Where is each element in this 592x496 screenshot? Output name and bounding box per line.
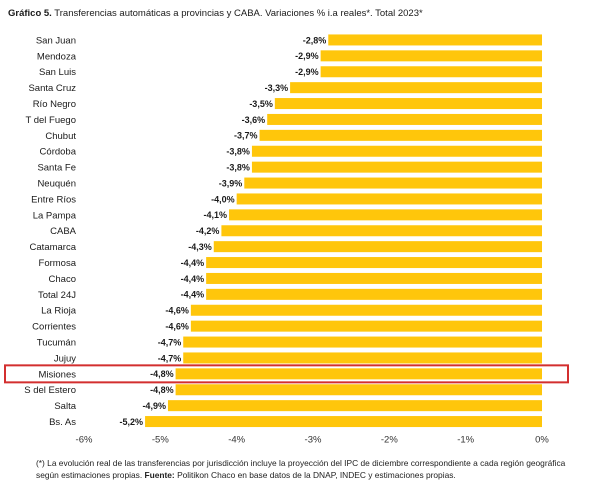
bar-san-juan bbox=[328, 34, 542, 46]
value-label-san-juan: -2,8% bbox=[303, 35, 327, 45]
category-label-corrientes: Corrientes bbox=[32, 322, 76, 333]
value-label-santa-cruz: -3,3% bbox=[265, 83, 289, 93]
category-label-misiones: Misiones bbox=[39, 369, 77, 380]
value-label-corrientes: -4,6% bbox=[165, 321, 189, 331]
category-label-la-pampa: La Pampa bbox=[33, 210, 77, 221]
x-tick-label-3: -3% bbox=[305, 435, 322, 446]
category-label-jujuy: Jujuy bbox=[54, 353, 76, 364]
value-label-chubut: -3,7% bbox=[234, 131, 258, 141]
bar-total-24j bbox=[206, 288, 542, 300]
category-label-t-del-fuego: T del Fuego bbox=[25, 115, 76, 126]
category-label-entre-rios: Entre Ríos bbox=[31, 194, 76, 205]
category-label-santa-cruz: Santa Cruz bbox=[28, 83, 76, 94]
bar-cordoba bbox=[251, 145, 542, 157]
footnote: (*) La evolución real de las transferenc… bbox=[36, 458, 576, 481]
value-label-catamarca: -4,3% bbox=[188, 242, 212, 252]
category-label-chubut: Chubut bbox=[45, 131, 76, 142]
highlight-box-misiones bbox=[4, 364, 569, 384]
category-label-san-juan: San Juan bbox=[36, 35, 76, 46]
bar-t-del-fuego bbox=[267, 113, 542, 125]
value-label-tucuman: -4,7% bbox=[158, 337, 182, 347]
bar-tucuman bbox=[183, 336, 542, 348]
value-label-la-pampa: -4,1% bbox=[204, 210, 228, 220]
bar-corrientes bbox=[190, 320, 542, 332]
category-label-total-24j: Total 24J bbox=[38, 290, 76, 301]
bar-jujuy bbox=[183, 352, 542, 364]
bar-santa-cruz bbox=[290, 82, 542, 94]
bar-mendoza bbox=[320, 50, 542, 62]
category-label-s-del-estero: S del Estero bbox=[24, 385, 76, 396]
category-label-bs-as: Bs. As bbox=[49, 417, 76, 428]
value-label-mendoza: -2,9% bbox=[295, 51, 319, 61]
value-label-t-del-fuego: -3,6% bbox=[242, 115, 266, 125]
category-label-chaco: Chaco bbox=[49, 274, 76, 285]
x-tick-label-1: -5% bbox=[152, 435, 169, 446]
chart-title-text: Transferencias automáticas a provincias … bbox=[54, 8, 423, 19]
value-label-jujuy: -4,7% bbox=[158, 353, 182, 363]
bar-chubut bbox=[259, 129, 542, 141]
x-tick-label-0: -6% bbox=[76, 435, 93, 446]
value-label-rio-negro: -3,5% bbox=[249, 99, 273, 109]
footnote-text-2: Politikon Chaco en base datos de la DNAP… bbox=[177, 469, 456, 480]
bar-misiones bbox=[175, 368, 542, 380]
bar-bs-as bbox=[145, 416, 543, 428]
chart-title: Gráfico 5. Transferencias automáticas a … bbox=[8, 8, 423, 19]
category-label-catamarca: Catamarca bbox=[30, 242, 77, 253]
category-label-cordoba: Córdoba bbox=[40, 147, 77, 158]
value-label-caba: -4,2% bbox=[196, 226, 220, 236]
category-label-la-rioja: La Rioja bbox=[41, 306, 77, 317]
category-label-santa-fe: Santa Fe bbox=[37, 163, 76, 174]
category-label-salta: Salta bbox=[54, 401, 76, 412]
chart-title-prefix: Gráfico 5. bbox=[8, 8, 52, 19]
value-label-san-luis: -2,9% bbox=[295, 67, 319, 77]
bar-la-rioja bbox=[190, 304, 542, 316]
value-label-misiones: -4,8% bbox=[150, 369, 174, 379]
bar-neuquen bbox=[244, 177, 543, 189]
value-label-total-24j: -4,4% bbox=[181, 290, 205, 300]
bar-rio-negro bbox=[274, 98, 542, 110]
category-label-tucuman: Tucumán bbox=[37, 337, 76, 348]
bar-catamarca bbox=[213, 241, 542, 253]
category-label-rio-negro: Río Negro bbox=[33, 99, 76, 110]
category-label-formosa: Formosa bbox=[39, 258, 77, 269]
value-label-bs-as: -5,2% bbox=[120, 417, 144, 427]
bar-salta bbox=[167, 400, 542, 412]
value-label-neuquen: -3,9% bbox=[219, 178, 243, 188]
bar-la-pampa bbox=[229, 209, 543, 221]
value-label-cordoba: -3,8% bbox=[226, 147, 250, 157]
category-label-san-luis: San Luis bbox=[39, 67, 76, 78]
value-label-entre-rios: -4,0% bbox=[211, 194, 235, 204]
bar-s-del-estero bbox=[175, 384, 542, 396]
bar-san-luis bbox=[320, 66, 542, 78]
bar-chart: San Juan -2,8% Mendoza -2,9% San Luis -2,9% Sa… bbox=[4, 34, 569, 446]
value-label-salta: -4,9% bbox=[142, 401, 166, 411]
value-label-formosa: -4,4% bbox=[181, 258, 205, 268]
category-label-mendoza: Mendoza bbox=[37, 51, 77, 62]
x-tick-label-4: -2% bbox=[381, 435, 398, 446]
footnote-source-label: Fuente: bbox=[144, 469, 175, 480]
value-label-santa-fe: -3,8% bbox=[226, 162, 250, 172]
value-label-chaco: -4,4% bbox=[181, 274, 205, 284]
value-label-s-del-estero: -4,8% bbox=[150, 385, 174, 395]
bar-chaco bbox=[206, 272, 542, 284]
value-label-la-rioja: -4,6% bbox=[165, 306, 189, 316]
x-tick-label-2: -4% bbox=[228, 435, 245, 446]
x-tick-label-6: 0% bbox=[535, 435, 549, 446]
bar-formosa bbox=[206, 257, 542, 269]
category-label-neuquen: Neuquén bbox=[37, 178, 76, 189]
bar-entre-rios bbox=[236, 193, 542, 205]
x-tick-label-5: -1% bbox=[457, 435, 474, 446]
category-label-caba: CABA bbox=[50, 226, 77, 237]
footnote-text-1: (*) La evolución real de las transferenc… bbox=[36, 458, 566, 480]
bar-santa-fe bbox=[251, 161, 542, 173]
bar-caba bbox=[221, 225, 542, 237]
